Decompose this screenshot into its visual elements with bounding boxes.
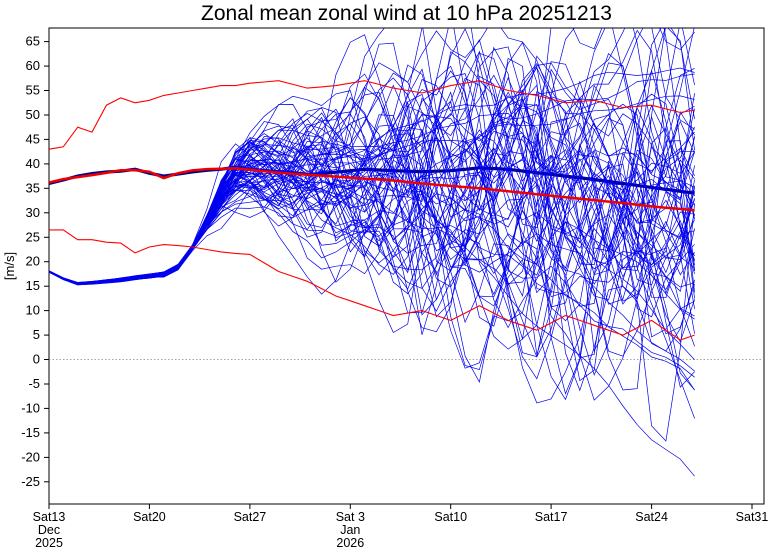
svg-text:Sat 3: Sat 3: [336, 510, 365, 524]
svg-text:55: 55: [26, 83, 40, 98]
svg-text:15: 15: [26, 278, 40, 293]
svg-text:Sat31: Sat31: [736, 510, 769, 524]
svg-text:-25: -25: [21, 474, 40, 489]
svg-text:0: 0: [33, 352, 40, 367]
svg-text:50: 50: [26, 107, 40, 122]
svg-text:65: 65: [26, 34, 40, 49]
svg-text:Sat17: Sat17: [535, 510, 568, 524]
svg-text:Jan: Jan: [340, 523, 360, 537]
svg-text:45: 45: [26, 131, 40, 146]
svg-text:2025: 2025: [35, 536, 63, 548]
svg-text:40: 40: [26, 156, 40, 171]
svg-text:-15: -15: [21, 425, 40, 440]
svg-text:35: 35: [26, 180, 40, 195]
svg-text:Sat24: Sat24: [635, 510, 668, 524]
svg-text:30: 30: [26, 205, 40, 220]
svg-text:Dec: Dec: [38, 523, 60, 537]
svg-text:60: 60: [26, 58, 40, 73]
svg-text:[m/s]: [m/s]: [2, 252, 17, 280]
svg-text:2026: 2026: [336, 536, 364, 548]
svg-text:Sat27: Sat27: [234, 510, 267, 524]
svg-text:5: 5: [33, 327, 40, 342]
svg-text:-10: -10: [21, 400, 40, 415]
svg-text:-5: -5: [28, 376, 40, 391]
svg-text:Sat10: Sat10: [434, 510, 467, 524]
svg-text:10: 10: [26, 303, 40, 318]
svg-text:25: 25: [26, 229, 40, 244]
svg-text:Sat20: Sat20: [133, 510, 166, 524]
svg-text:Sat13: Sat13: [33, 510, 66, 524]
svg-text:20: 20: [26, 254, 40, 269]
svg-text:-20: -20: [21, 449, 40, 464]
